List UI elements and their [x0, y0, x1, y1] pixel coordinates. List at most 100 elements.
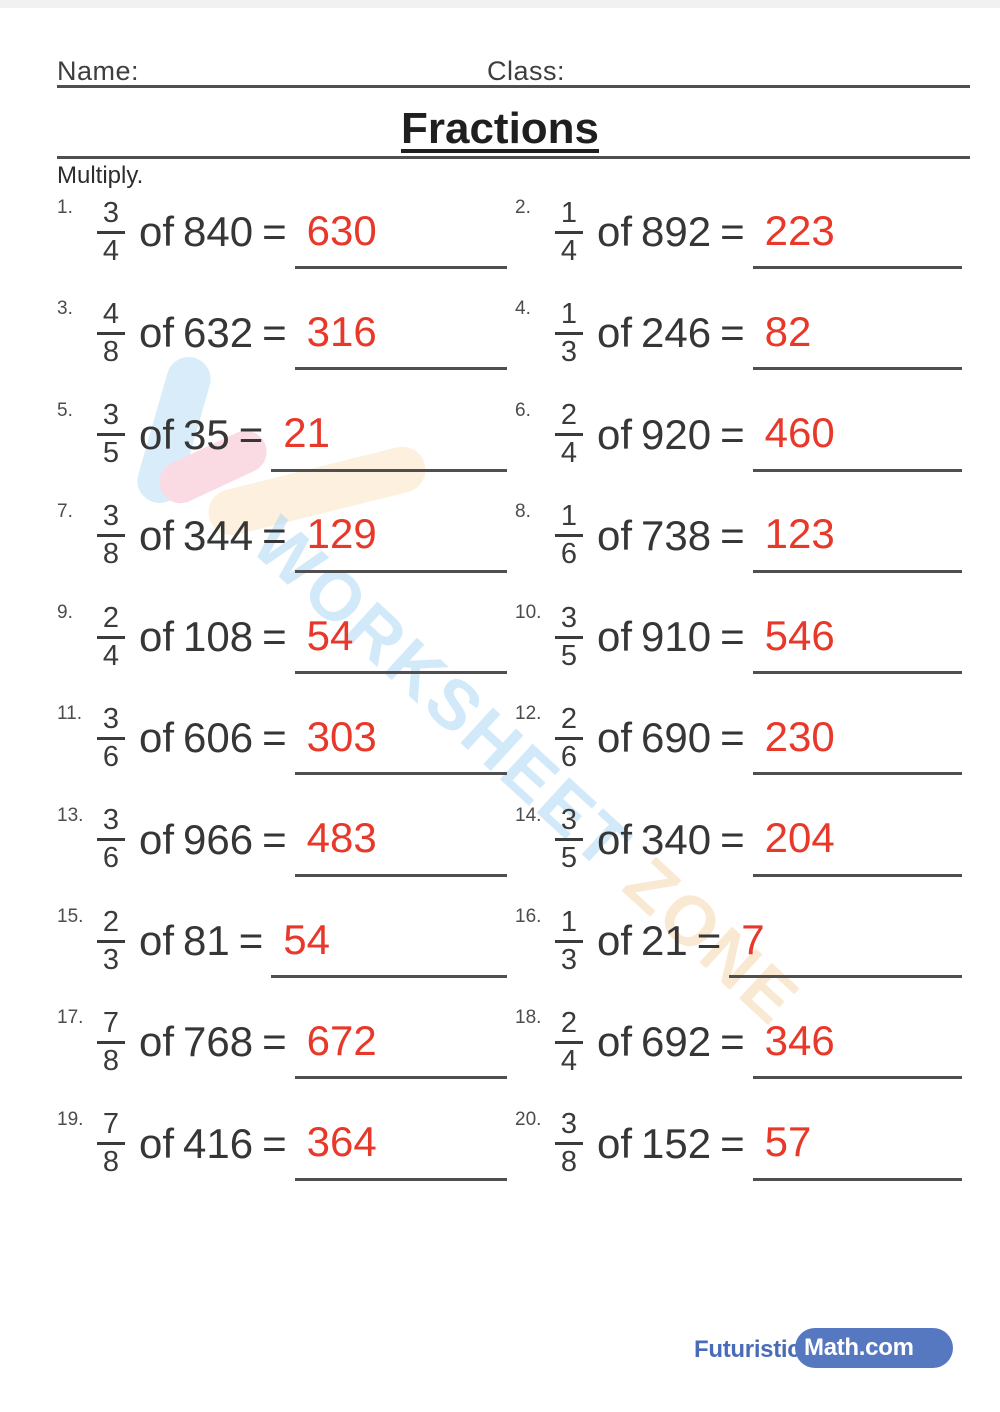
fraction-denominator: 6	[102, 842, 120, 875]
fraction-denominator: 6	[560, 740, 578, 773]
fraction-denominator: 3	[560, 943, 578, 976]
answer-value: 82	[764, 307, 812, 355]
of-label: of	[597, 714, 633, 762]
of-label: of	[597, 511, 633, 559]
operand: 910	[641, 613, 712, 661]
fraction: 2 4	[97, 601, 125, 671]
problem-number: 5.	[57, 399, 73, 421]
name-label: Name:	[57, 56, 140, 86]
operand: 35	[183, 410, 230, 458]
instruction-text: Multiply.	[57, 162, 144, 189]
fraction: 2 4	[555, 401, 583, 468]
answer-value: 483	[306, 814, 377, 862]
problem-item: 8. 1 6 of 738 = 123	[515, 499, 970, 573]
answer-value: 123	[764, 510, 835, 558]
answer-value: 54	[306, 611, 354, 659]
expression: of 108 =	[139, 616, 287, 658]
equals-sign: =	[238, 917, 264, 965]
fraction-bar	[555, 331, 583, 335]
expression: of 344 =	[139, 511, 287, 559]
fraction-bar	[555, 433, 583, 437]
operand: 340	[641, 815, 712, 863]
problem-item: 10. 3 5 of 910 = 546	[515, 600, 970, 675]
fraction-denominator: 4	[560, 234, 578, 267]
of-label: of	[597, 815, 633, 863]
expression: of 632 =	[139, 312, 287, 354]
fraction-bar	[97, 230, 125, 234]
problems-grid: 1. 3 4 of 840 = 630 2. 1 4 o	[57, 195, 970, 1181]
operand: 246	[641, 309, 712, 357]
fraction: 7 8	[97, 1008, 125, 1076]
page-title: Fractions	[400, 104, 600, 153]
problem-item: 1. 3 4 of 840 = 630	[57, 195, 515, 269]
problem-item: 2. 1 4 of 892 = 223	[515, 195, 970, 269]
equals-sign: =	[262, 613, 287, 661]
of-label: of	[597, 208, 633, 255]
problem-item: 17. 7 8 of 768 = 672	[57, 1005, 515, 1080]
expression: of 690 =	[597, 717, 745, 759]
fraction-numerator: 2	[560, 702, 578, 735]
fraction-numerator: 3	[560, 601, 578, 634]
expression: of 768 =	[139, 1021, 287, 1063]
expression: of 840 =	[139, 211, 287, 253]
fraction: 2 4	[555, 1008, 583, 1076]
problem-number: 4.	[515, 298, 531, 320]
of-label: of	[139, 1119, 175, 1167]
operand: 768	[183, 1018, 254, 1066]
problem-item: 7. 3 8 of 344 = 129	[57, 499, 515, 573]
fraction-bar	[97, 838, 125, 842]
operand: 344	[183, 511, 254, 559]
answer-line: 57	[752, 1107, 962, 1181]
problem-item: 9. 2 4 of 108 = 54	[57, 600, 515, 675]
header-rule	[57, 85, 970, 88]
fraction-numerator: 3	[102, 500, 120, 533]
answer-value: 129	[306, 510, 377, 558]
equals-sign: =	[262, 511, 287, 559]
operand: 966	[183, 815, 254, 863]
fraction-numerator: 2	[102, 601, 120, 634]
fraction-numerator: 3	[560, 1108, 578, 1141]
problem-item: 13. 3 6 of 966 = 483	[57, 803, 515, 877]
problem-item: 3. 4 8 of 632 = 316	[57, 296, 515, 371]
equals-sign: =	[720, 613, 745, 661]
problem-item: 19. 7 8 of 416 = 364	[57, 1107, 515, 1181]
operand: 21	[641, 917, 688, 965]
operand: 840	[183, 208, 254, 255]
fraction: 7 8	[97, 1110, 125, 1177]
problem-item: 18. 2 4 of 692 = 346	[515, 1005, 970, 1080]
problem-number: 19.	[57, 1108, 84, 1130]
fraction-denominator: 5	[560, 842, 578, 875]
fraction-numerator: 1	[560, 297, 578, 330]
page-top-edge	[0, 0, 1000, 8]
fraction-numerator: 3	[102, 196, 120, 229]
brand-prefix: Futuristic	[694, 1336, 801, 1363]
of-label: of	[139, 815, 175, 863]
problem-number: 3.	[57, 298, 73, 320]
answer-line: 346	[752, 1005, 962, 1080]
fraction-denominator: 8	[102, 538, 120, 571]
equals-sign: =	[720, 208, 745, 255]
fraction-bar	[97, 736, 125, 740]
expression: of 416 =	[139, 1119, 287, 1167]
brand-suffix: Math.com	[804, 1334, 914, 1361]
answer-value: 460	[764, 409, 835, 457]
fraction-bar	[97, 1142, 125, 1146]
problem-number: 13.	[57, 804, 84, 826]
expression: of 738 =	[597, 511, 745, 559]
equals-sign: =	[262, 1018, 287, 1066]
answer-value: 546	[764, 611, 835, 659]
fraction-bar	[555, 635, 583, 639]
operand: 416	[183, 1119, 254, 1167]
operand: 606	[183, 714, 254, 762]
problem-number: 14.	[515, 804, 542, 826]
answer-value: 204	[764, 814, 835, 862]
answer-value: 364	[306, 1118, 377, 1166]
problem-item: 14. 3 5 of 340 = 204	[515, 803, 970, 877]
problem-item: 4. 1 3 of 246 = 82	[515, 296, 970, 371]
answer-value: 223	[764, 206, 835, 254]
equals-sign: =	[262, 815, 287, 863]
problem-number: 17.	[57, 1007, 84, 1029]
equals-sign: =	[262, 208, 287, 255]
of-label: of	[139, 917, 175, 965]
